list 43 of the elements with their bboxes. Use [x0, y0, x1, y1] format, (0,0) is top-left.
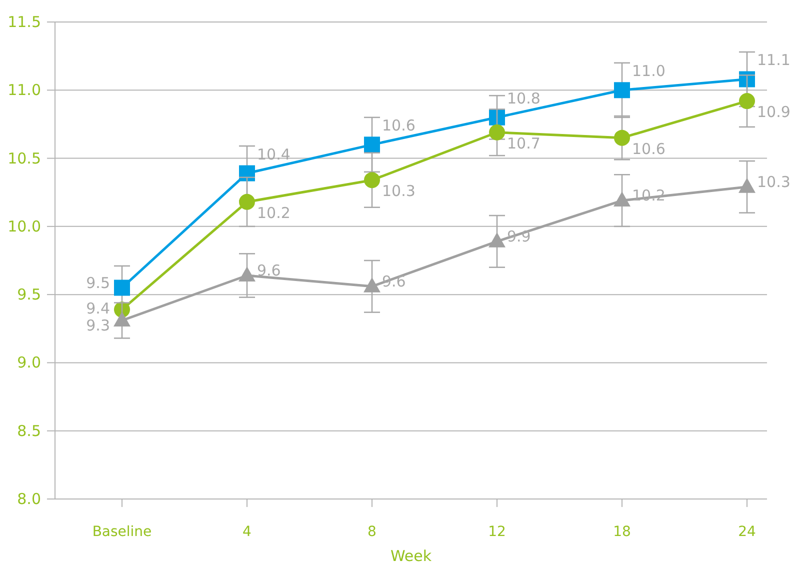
- y-tick-label: 8.0: [17, 490, 41, 508]
- x-tick-label: 12: [488, 524, 506, 540]
- y-tick-label: 11.5: [8, 13, 41, 31]
- y-tick-label: 9.5: [17, 286, 41, 304]
- x-tick-label: Baseline: [92, 524, 152, 540]
- data-label: 10.9: [757, 103, 790, 122]
- data-label: 10.2: [257, 204, 290, 222]
- data-label: 10.3: [382, 182, 416, 200]
- data-label: 9.6: [257, 261, 281, 280]
- y-tick-label: 9.0: [17, 354, 41, 372]
- x-tick-label: 18: [613, 524, 631, 540]
- point: [239, 194, 255, 210]
- data-label: 10.8: [507, 89, 540, 108]
- y-tick-label: 10.0: [8, 217, 41, 236]
- point: [114, 311, 130, 326]
- x-tick-label: 24: [738, 524, 756, 540]
- point: [739, 93, 755, 110]
- data-label: 10.3: [757, 172, 790, 191]
- data-label: 11.1: [757, 51, 790, 70]
- point: [738, 178, 756, 193]
- x-tick-label: 4: [242, 524, 252, 540]
- point: [614, 192, 630, 207]
- point: [364, 277, 380, 292]
- data-label: 10.6: [632, 140, 666, 158]
- x-axis-title: Week: [390, 547, 432, 565]
- y-tick-label: 8.5: [17, 422, 41, 440]
- data-label: 10.7: [507, 134, 540, 152]
- point: [488, 232, 506, 248]
- data-label: 9.3: [86, 316, 110, 334]
- y-tick-label: 11.0: [8, 81, 41, 100]
- point: [364, 172, 380, 188]
- point: [614, 82, 630, 98]
- data-label: 9.4: [86, 300, 110, 318]
- y-tick-label: 10.5: [8, 149, 41, 168]
- data-label: 9.5: [86, 274, 110, 292]
- point: [614, 130, 630, 146]
- x-tick-label: 8: [368, 524, 376, 540]
- point: [238, 266, 256, 282]
- data-label: 11.0: [632, 62, 666, 80]
- data-label: 10.6: [382, 116, 416, 135]
- point: [489, 124, 505, 140]
- point: [364, 136, 380, 153]
- point: [114, 280, 130, 296]
